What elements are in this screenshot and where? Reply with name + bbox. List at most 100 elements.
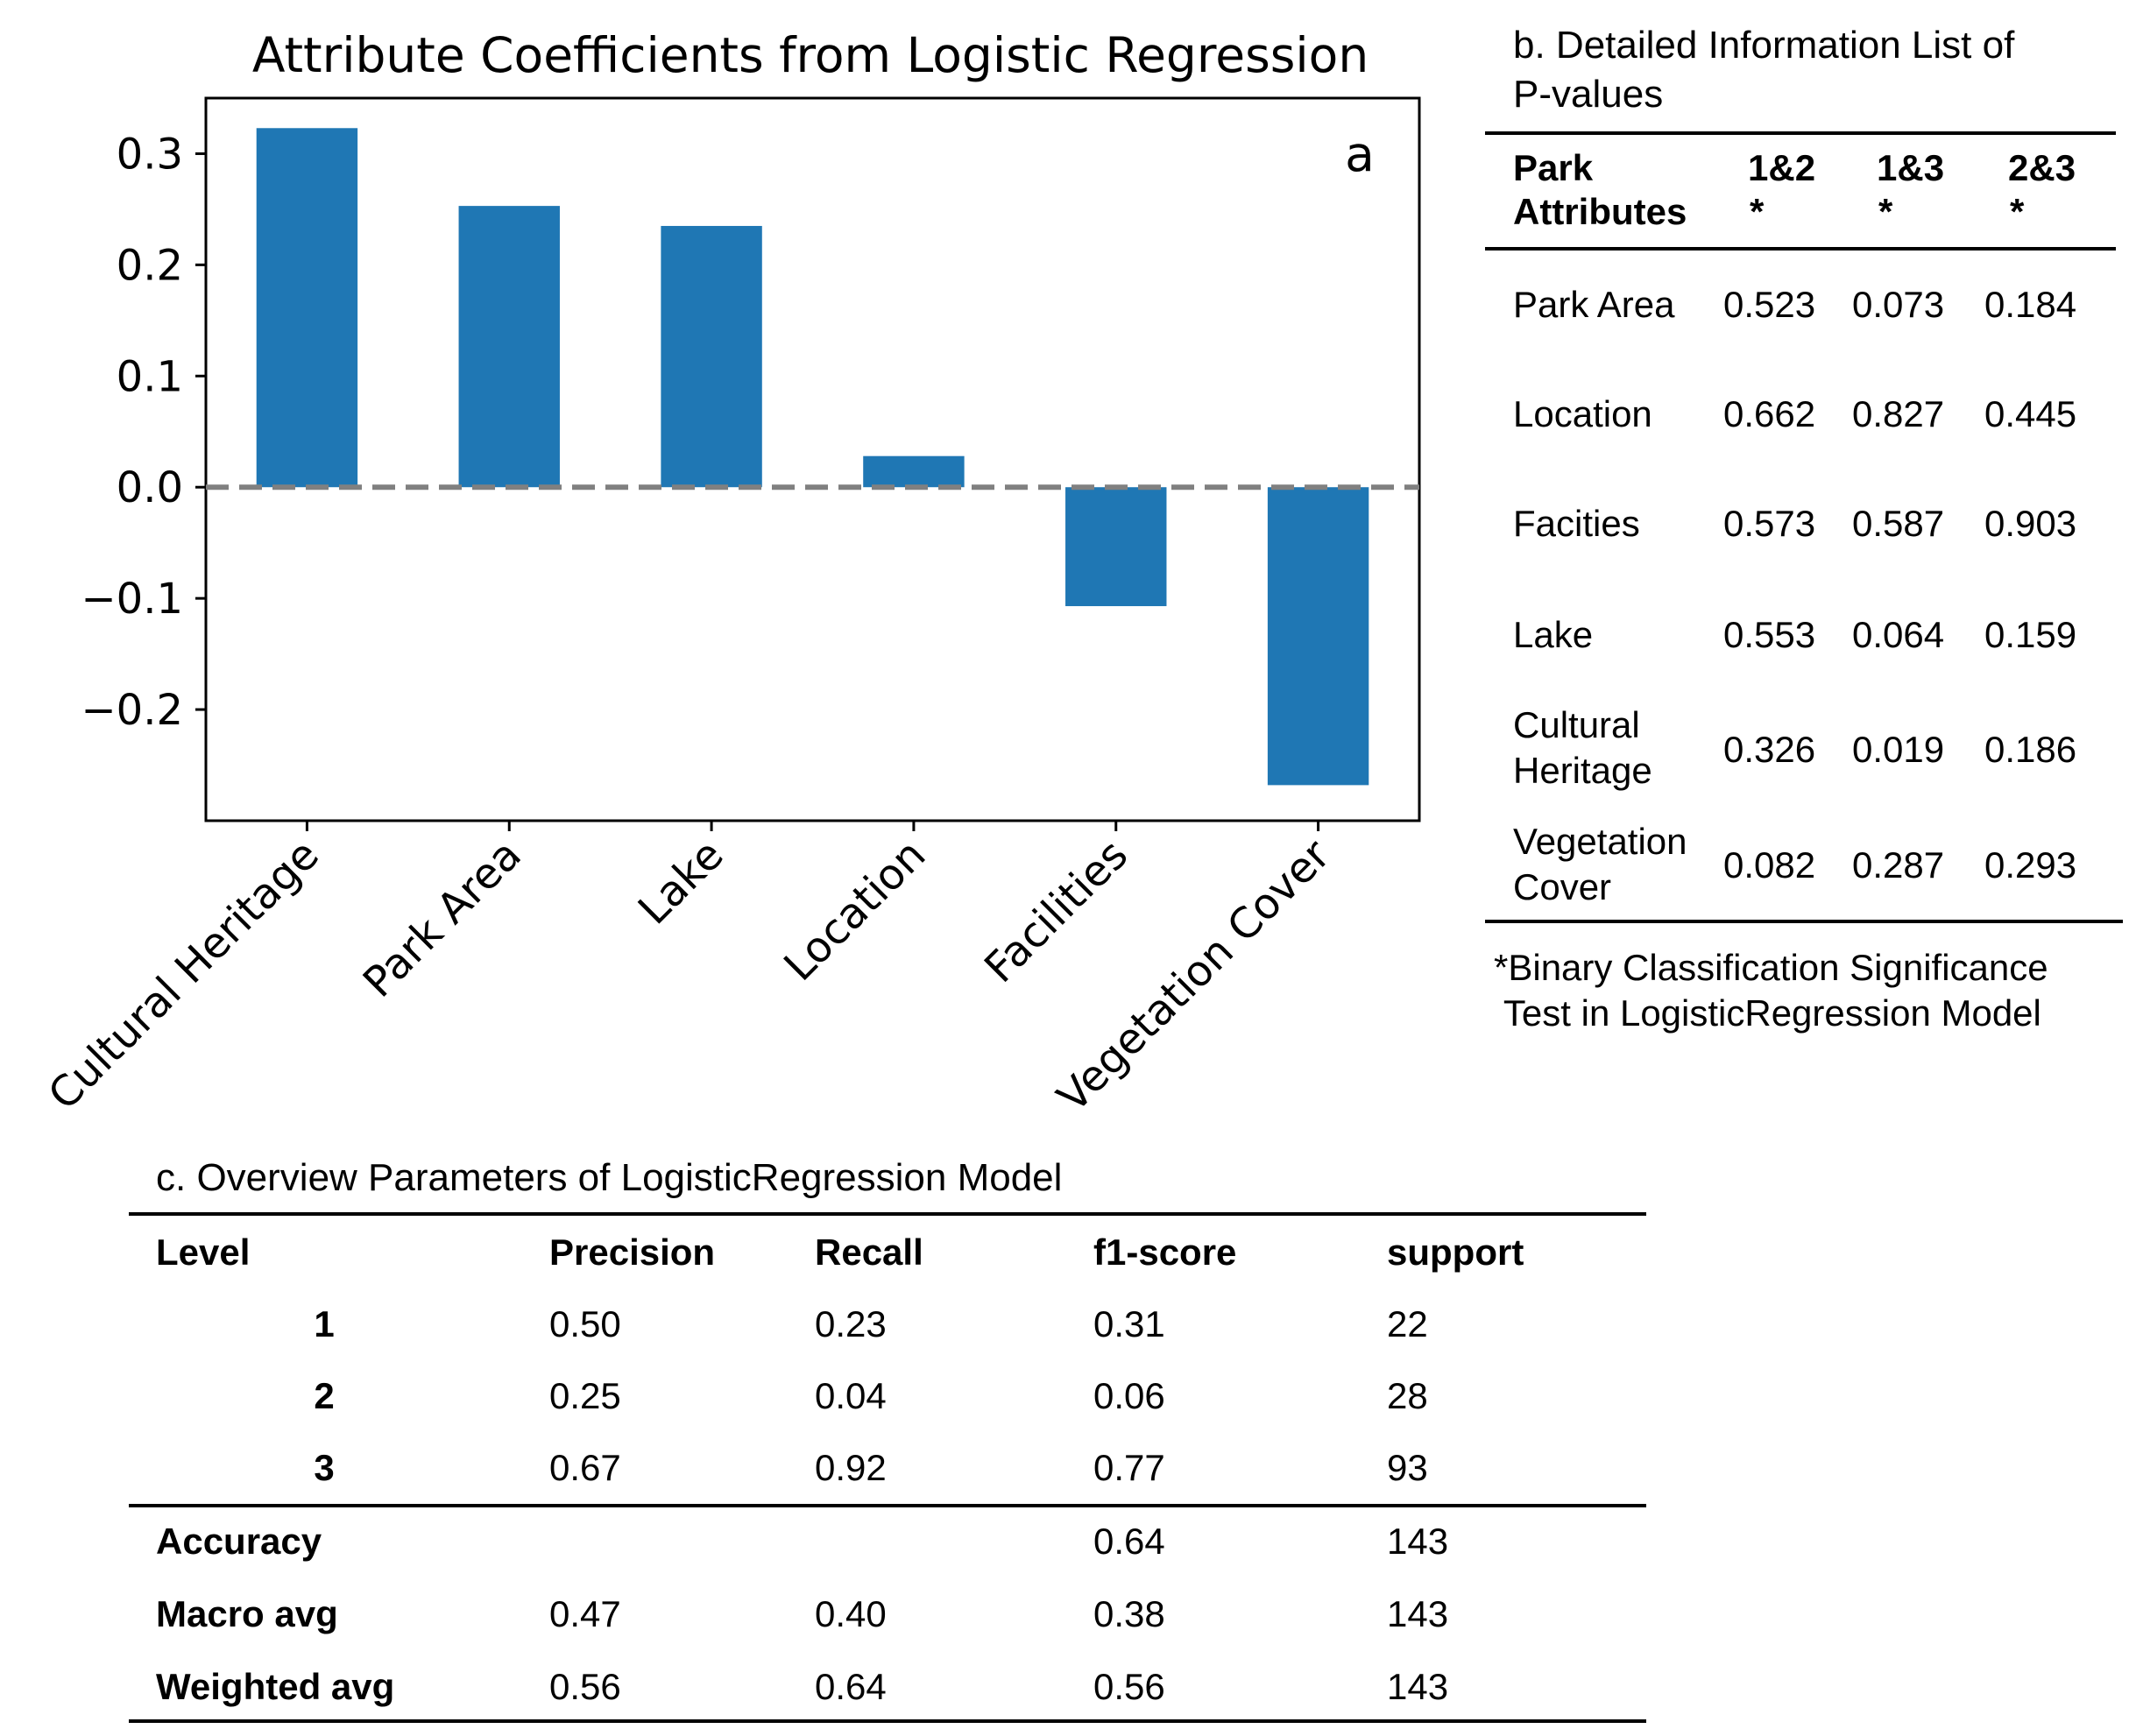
pvalues-bottom-rule — [1485, 920, 2123, 923]
overview-cell: 0.38 — [1093, 1593, 1165, 1634]
overview-header-f1: f1-score — [1093, 1231, 1237, 1273]
pvalues-note-line2: Test in LogisticRegression Model — [1494, 992, 2041, 1034]
overview-level-cell: 1 — [314, 1303, 335, 1344]
y-tick-label: −0.1 — [81, 575, 183, 624]
x-tick-label: Cultural Heritage — [39, 830, 329, 1119]
y-axis: 0.3 0.2 0.1 0.0 −0.1 −0.2 — [81, 130, 206, 735]
overview-summary-label: Weighted avg — [156, 1666, 395, 1707]
x-axis: Cultural Heritage Park Area Lake Location Fa… — [39, 821, 1340, 1122]
pvalues-note-line1: *Binary Classification Significance — [1494, 947, 2048, 988]
pvalues-row-name-line2: Heritage — [1513, 750, 1652, 791]
pvalues-title-line1: b. Detailed Information List of — [1513, 24, 2015, 67]
overview-cell: 0.64 — [1093, 1521, 1165, 1562]
bar-cultural-heritage — [256, 128, 358, 488]
chart-title: Attribute Coefficients from Logistic Reg… — [252, 27, 1369, 83]
overview-cell: 28 — [1387, 1375, 1428, 1416]
pvalues-top-rule — [1485, 131, 2116, 135]
pvalue-cell: 0.445 — [1984, 393, 2077, 434]
overview-cell: 143 — [1387, 1593, 1449, 1634]
pvalues-row-name: Facities — [1513, 503, 1640, 544]
overview-cell: 0.64 — [815, 1666, 887, 1707]
overview-cell: 0.56 — [549, 1666, 621, 1707]
overview-title: c. Overview Parameters of LogisticRegres… — [156, 1156, 1063, 1199]
pvalues-header-mark-1-3: * — [1878, 191, 1893, 232]
pvalue-cell: 0.159 — [1984, 614, 2077, 655]
overview-cell: 0.40 — [815, 1593, 887, 1634]
overview-cell: 0.23 — [815, 1303, 887, 1344]
overview-cell: 22 — [1387, 1303, 1428, 1344]
overview-top-rule — [129, 1212, 1646, 1216]
y-tick-label: −0.2 — [81, 686, 183, 735]
pvalues-row-name-line2: Cover — [1513, 866, 1612, 907]
pvalue-cell: 0.019 — [1852, 729, 1945, 770]
overview-cell: 0.25 — [549, 1375, 621, 1416]
pvalue-cell: 0.587 — [1852, 503, 1945, 544]
pvalue-cell: 0.827 — [1852, 393, 1945, 434]
pvalue-cell: 0.573 — [1723, 503, 1816, 544]
bar-park-area — [458, 206, 560, 488]
bar-vegetation-cover — [1267, 487, 1369, 786]
y-tick-label: 0.0 — [117, 463, 183, 512]
pvalue-cell: 0.186 — [1984, 729, 2077, 770]
pvalues-header-mark-1-2: * — [1750, 191, 1765, 232]
overview-header-level: Level — [156, 1231, 251, 1273]
pvalue-cell: 0.662 — [1723, 393, 1816, 434]
pvalue-cell: 0.553 — [1723, 614, 1816, 655]
pvalues-header-mark-2-3: * — [2010, 191, 2025, 232]
overview-cell: 0.47 — [549, 1593, 621, 1634]
x-tick-label: Lake — [629, 830, 733, 935]
pvalues-header-col-1-3: 1&3 — [1877, 147, 1945, 188]
overview-cell: 0.77 — [1093, 1447, 1165, 1488]
pvalues-row-name: Cultural — [1513, 704, 1640, 745]
pvalue-cell: 0.287 — [1852, 844, 1945, 886]
overview-cell: 143 — [1387, 1521, 1449, 1562]
pvalues-header-col-1-2: 1&2 — [1748, 147, 1816, 188]
pvalues-header-rule — [1485, 247, 2116, 251]
pvalue-cell: 0.082 — [1723, 844, 1816, 886]
overview-bottom-rule — [129, 1719, 1646, 1723]
y-tick-label: 0.2 — [117, 241, 183, 290]
panel-label-a: a — [1345, 126, 1375, 182]
pvalues-row-name: Park Area — [1513, 284, 1675, 325]
pvalue-cell: 0.326 — [1723, 729, 1816, 770]
overview-cell: 0.67 — [549, 1447, 621, 1488]
overview-header-precision: Precision — [549, 1231, 716, 1273]
overview-cell: 0.04 — [815, 1375, 887, 1416]
overview-header-support: support — [1387, 1231, 1524, 1273]
pvalue-cell: 0.073 — [1852, 284, 1945, 325]
pvalue-cell: 0.523 — [1723, 284, 1816, 325]
overview-cell: 0.56 — [1093, 1666, 1165, 1707]
x-tick-label: Park Area — [354, 830, 531, 1007]
overview-level-cell: 3 — [314, 1447, 335, 1488]
x-tick-label: Facilities — [975, 830, 1137, 992]
x-tick-label: Location — [774, 830, 935, 991]
pvalues-row-name: Vegetation — [1513, 821, 1687, 862]
overview-level-cell: 2 — [314, 1375, 335, 1416]
y-tick-label: 0.3 — [117, 130, 183, 179]
pvalue-cell: 0.064 — [1852, 614, 1945, 655]
bar-facilities — [1065, 487, 1167, 607]
overview-header-recall: Recall — [815, 1231, 923, 1273]
bar-location — [863, 455, 965, 488]
overview-cell: 0.31 — [1093, 1303, 1165, 1344]
bar-lake — [661, 225, 762, 488]
overview-cell: 143 — [1387, 1666, 1449, 1707]
bars-layer — [256, 128, 1369, 786]
pvalues-header-col-2-3: 2&3 — [2008, 147, 2076, 188]
plot-frame — [204, 96, 1421, 822]
pvalue-cell: 0.184 — [1984, 284, 2077, 325]
pvalue-cell: 0.293 — [1984, 844, 2077, 886]
overview-cell: 93 — [1387, 1447, 1428, 1488]
overview-mid-rule — [129, 1504, 1646, 1507]
overview-cell: 0.50 — [549, 1303, 621, 1344]
pvalues-row-name: Lake — [1513, 614, 1594, 655]
coefficient-bar-chart: Attribute Coefficients from Logistic Reg… — [39, 27, 1421, 1122]
y-tick-label: 0.1 — [117, 352, 183, 401]
overview-summary-label: Macro avg — [156, 1593, 338, 1634]
pvalues-title-line2: P-values — [1513, 73, 1664, 116]
pvalues-header-attr-line1: Park — [1513, 147, 1594, 188]
overview-cell: 0.06 — [1093, 1375, 1165, 1416]
overview-summary-label: Accuracy — [156, 1521, 322, 1562]
pvalues-header-attr-line2: Attributes — [1513, 191, 1687, 232]
pvalue-cell: 0.903 — [1984, 503, 2077, 544]
